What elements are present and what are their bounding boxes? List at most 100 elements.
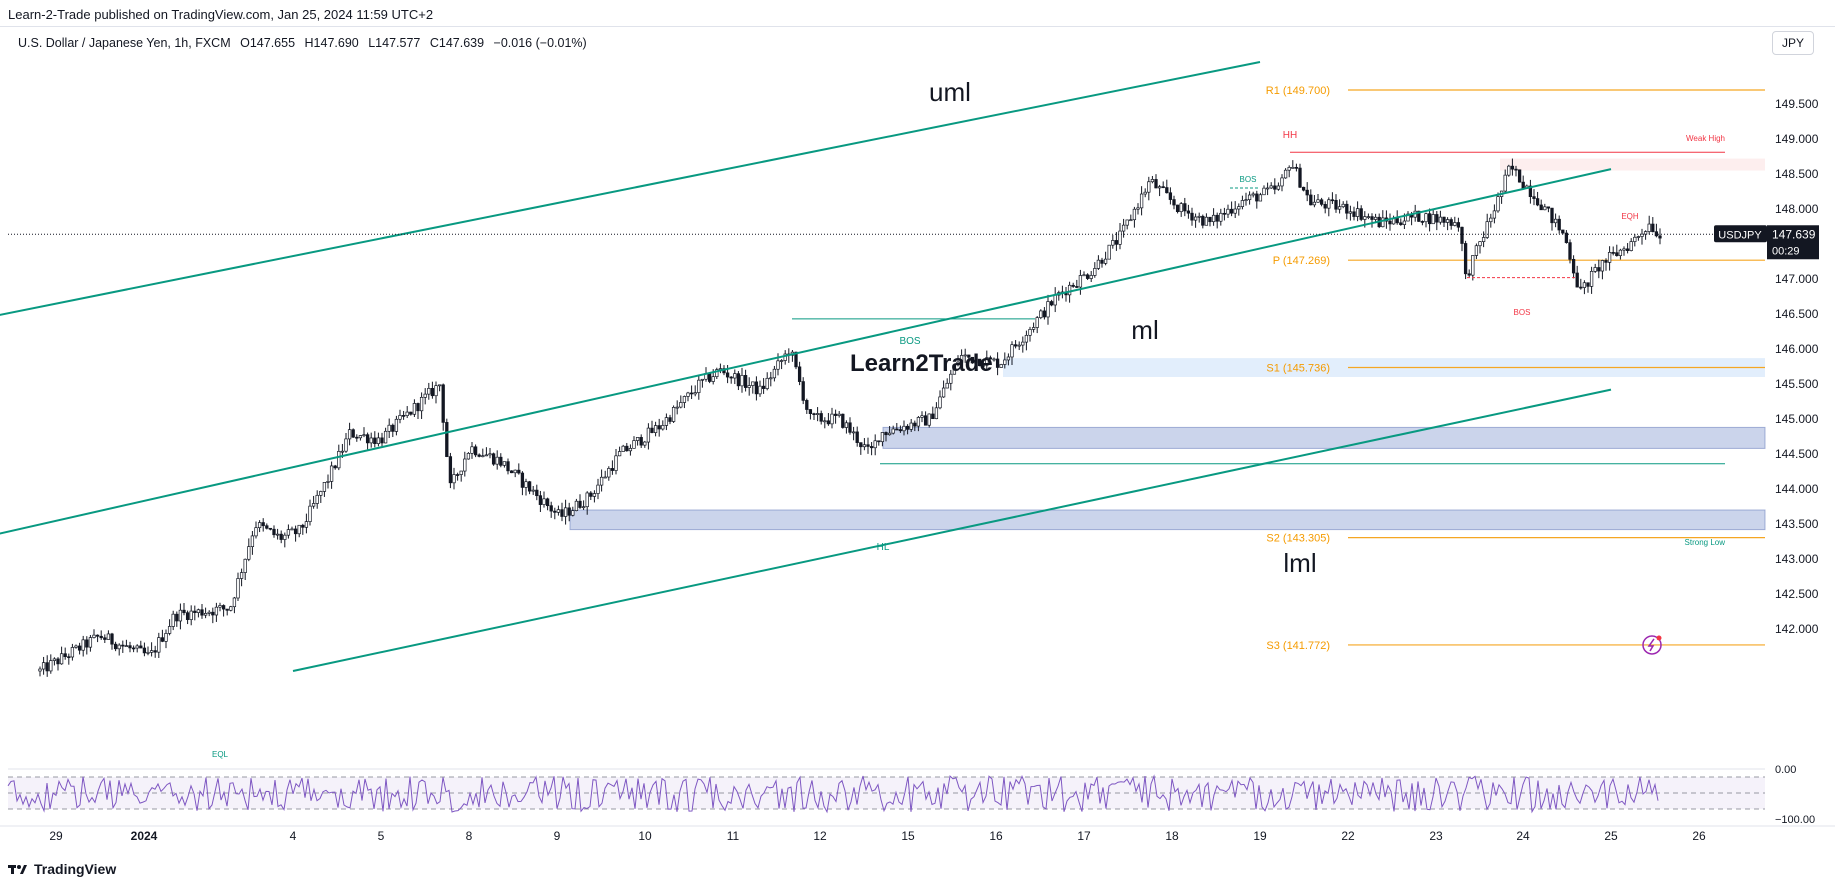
y-tick-label: 145.500 (1775, 377, 1819, 391)
candle-body (560, 509, 564, 517)
candle-body (884, 432, 888, 436)
candle-body (765, 377, 769, 389)
candle-body (1553, 218, 1558, 224)
candle-body (1190, 212, 1194, 221)
candle-body (286, 529, 291, 536)
candle-body (895, 428, 899, 431)
candle-body (401, 415, 406, 417)
candle-body (1575, 272, 1579, 288)
channel-label: lml (1283, 548, 1316, 578)
candle-body (646, 427, 651, 443)
candle-body (1359, 208, 1363, 220)
symbol-legend[interactable]: U.S. Dollar / Japanese Yen, 1h, FXCM O14… (18, 36, 593, 50)
structure-label: Strong Low (1685, 538, 1726, 547)
y-tick-label: 142.500 (1775, 587, 1819, 601)
candle-body (632, 440, 636, 449)
lightning-bolt (1647, 638, 1655, 652)
candle-body (1496, 196, 1500, 212)
candle-body (707, 373, 712, 382)
candle-body (1607, 252, 1612, 263)
candle-body (963, 354, 967, 357)
candle-body (1265, 187, 1270, 190)
candle-body (243, 558, 247, 573)
candle-body (99, 635, 103, 639)
candle-body (1528, 185, 1533, 197)
x-tick-label: 29 (49, 829, 63, 843)
symbol-tag-text: USDJPY (1718, 229, 1762, 241)
candle-body (1489, 217, 1493, 223)
candle-body (1222, 212, 1227, 215)
zone (882, 426, 1766, 449)
candle-body (358, 435, 363, 439)
candle-body (1417, 210, 1421, 222)
x-tick-label: 26 (1692, 829, 1706, 843)
price-chart[interactable]: R1 (149.700) P (147.269) S1 (145.736) S2 (1… (0, 26, 1835, 856)
candle-body (758, 385, 762, 395)
candle-body (538, 495, 543, 505)
candle-body (1157, 186, 1162, 189)
candle-body (1046, 301, 1050, 318)
candle-body (783, 353, 787, 361)
candle-body (1345, 203, 1349, 214)
candle-body (664, 417, 669, 426)
candle-body (373, 437, 377, 444)
candle-body (1586, 282, 1590, 287)
x-tick-label: 5 (378, 829, 385, 843)
candle-body (185, 612, 190, 620)
candle-body (509, 470, 514, 474)
candle-body (1463, 243, 1468, 275)
candle-body (535, 489, 539, 497)
candle-body (1640, 233, 1644, 237)
candle-body (1633, 236, 1637, 242)
candle-body (153, 650, 157, 653)
candle-body (1193, 216, 1198, 221)
candle-body (1309, 194, 1313, 206)
candle-body (1093, 268, 1097, 276)
structure-label: HL (877, 542, 890, 553)
candle-body (1201, 215, 1205, 226)
candle-body (992, 358, 996, 361)
x-tick-label: 2024 (131, 829, 158, 843)
candle-body (1208, 216, 1212, 223)
candle-body (41, 662, 46, 670)
candle-body (1507, 165, 1511, 176)
candle-body (603, 476, 607, 479)
candle-body (1215, 214, 1219, 222)
candle-body (1319, 199, 1324, 205)
candle-body (455, 474, 460, 476)
candle-body (1600, 260, 1605, 272)
candle-body (45, 662, 49, 672)
candle-body (167, 626, 172, 634)
candle-body (1424, 213, 1428, 223)
ohlc-low: L147.577 (368, 36, 421, 50)
candle-body (610, 468, 615, 471)
candle-body (1291, 167, 1295, 169)
structure-label: BOS (1514, 308, 1531, 317)
candle-body (1330, 199, 1335, 202)
x-tick-label: 4 (290, 829, 297, 843)
currency-button[interactable]: JPY (1772, 31, 1814, 55)
candle-body (124, 645, 129, 648)
candle-body (855, 431, 859, 443)
candle-body (1147, 181, 1151, 193)
candle-body (743, 375, 748, 388)
x-tick-label: 11 (727, 829, 740, 843)
candle-body (1114, 240, 1119, 245)
candle-body (837, 413, 841, 416)
candle-body (268, 527, 273, 530)
candle-body (563, 507, 568, 517)
candle-body (344, 438, 348, 452)
candle-body (257, 522, 262, 529)
candle-body (445, 422, 449, 457)
candle-body (182, 609, 186, 614)
candle-body (337, 451, 341, 469)
candle-body (164, 633, 168, 642)
candle-body (1474, 245, 1479, 256)
candle-body (880, 432, 885, 443)
candle-body (175, 613, 179, 622)
x-tick-label: 25 (1604, 829, 1618, 843)
candle-body (1460, 226, 1464, 244)
candle-body (1262, 187, 1266, 196)
candle-body (506, 461, 510, 472)
candle-body (869, 446, 874, 449)
